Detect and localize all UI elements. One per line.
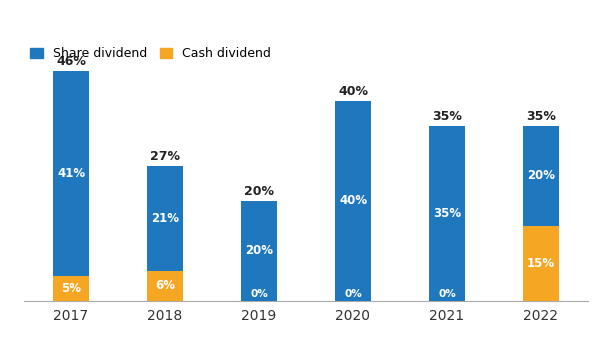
Text: 0%: 0% — [344, 289, 362, 300]
Text: 35%: 35% — [526, 110, 556, 123]
Bar — [53, 71, 89, 276]
Text: 20%: 20% — [245, 245, 273, 258]
Bar — [335, 101, 371, 301]
Bar — [429, 126, 465, 301]
Bar — [53, 276, 89, 301]
Text: 0%: 0% — [250, 289, 268, 300]
Bar — [147, 271, 183, 301]
Bar — [523, 126, 559, 226]
Bar — [241, 201, 277, 301]
Text: 0%: 0% — [438, 289, 456, 300]
Text: 20%: 20% — [244, 185, 274, 198]
Text: 35%: 35% — [433, 207, 461, 220]
Text: 41%: 41% — [57, 167, 85, 180]
Text: 40%: 40% — [339, 195, 367, 208]
Legend: Share dividend, Cash dividend: Share dividend, Cash dividend — [30, 47, 271, 60]
Text: 5%: 5% — [61, 282, 81, 295]
Text: 15%: 15% — [527, 257, 555, 270]
Bar — [523, 226, 559, 301]
Bar — [147, 166, 183, 271]
Text: 20%: 20% — [527, 170, 555, 183]
Text: 46%: 46% — [56, 55, 86, 68]
Text: 40%: 40% — [338, 85, 368, 98]
Text: 21%: 21% — [151, 212, 179, 225]
Text: 35%: 35% — [432, 110, 462, 123]
Text: 27%: 27% — [150, 150, 180, 163]
Text: 6%: 6% — [155, 279, 175, 292]
